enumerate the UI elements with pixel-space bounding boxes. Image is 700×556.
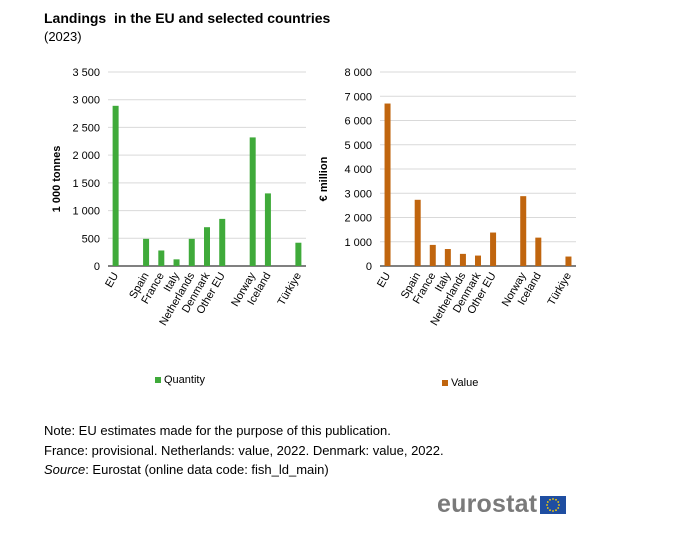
flag-star (558, 503, 561, 506)
legend-quantity-swatch (155, 377, 161, 383)
bar-france (158, 250, 165, 266)
y-axis-label: 1 000 tonnes (51, 146, 63, 213)
y-tick-label: 3 500 (72, 67, 100, 79)
bar-norway (249, 137, 256, 266)
bar-other-eu (219, 218, 226, 266)
flag-star (555, 508, 558, 511)
y-tick-label: 3 000 (72, 95, 100, 107)
legend-value: Value (442, 377, 478, 389)
y-tick-label: 1 000 (344, 237, 372, 249)
flag-star (549, 498, 552, 501)
bar-spain (414, 199, 421, 266)
legend-value-label: Value (451, 377, 479, 389)
x-tick-label: EU (375, 270, 393, 289)
logo-text: eurostat (437, 490, 538, 518)
flag-star (552, 509, 555, 512)
flag-star (547, 506, 549, 509)
note-line-1: Note: EU estimates made for the purpose … (44, 423, 391, 438)
y-tick-label: 1 000 (72, 206, 100, 218)
source-line: Source: Eurostat (online data code: fish… (44, 460, 444, 480)
flag-star (555, 498, 558, 501)
bar-other-eu (490, 232, 497, 266)
bar-t-rkiye (565, 256, 572, 266)
flag-star (552, 497, 555, 500)
bar-eu (384, 103, 391, 267)
chart-title: Landings in the EU and selected countrie… (44, 10, 331, 26)
bar-italy (173, 259, 180, 266)
y-tick-label: 3 000 (344, 188, 372, 200)
legend-quantity: Quantity (155, 374, 205, 386)
eu-flag-icon (540, 495, 567, 514)
bar-france (429, 244, 436, 266)
bar-italy (444, 249, 451, 266)
source-text: : Eurostat (online data code: fish_ld_ma… (85, 462, 329, 477)
source-label: Source (44, 462, 86, 477)
y-tick-label: 2 000 (344, 213, 372, 225)
y-tick-label: 6 000 (344, 116, 372, 128)
bar-netherlands (188, 238, 195, 266)
bar-netherlands (459, 253, 466, 266)
notes: Note: EU estimates made for the purpose … (44, 421, 444, 480)
x-tick-label: Türkiye (276, 271, 304, 308)
y-tick-label: 0 (94, 261, 100, 273)
note-line-2: France: provisional. Netherlands: value,… (44, 442, 444, 458)
flag-star (557, 500, 560, 503)
bar-spain (143, 238, 150, 266)
bar-t-rkiye (295, 242, 302, 266)
legend-quantity-label: Quantity (164, 374, 205, 386)
y-axis-label: € million (318, 156, 330, 201)
flag-star (547, 500, 549, 503)
flag-star (546, 503, 549, 506)
bar-iceland (264, 193, 271, 266)
y-tick-label: 8 000 (344, 67, 372, 79)
y-tick-label: 4 000 (344, 164, 372, 176)
charts-canvas: 0 500 1 000 1 500 2 000 2 500 3 000 3 500 1 000 … (51, 67, 576, 328)
y-tick-label: 2 000 (72, 150, 100, 162)
legend-value-swatch (442, 380, 448, 386)
bar-denmark (204, 227, 210, 266)
y-tick-label: 2 500 (72, 122, 100, 134)
bar-denmark (475, 255, 481, 266)
x-tick-label: Türkiye (546, 271, 574, 308)
eurostat-logo: eurostat (437, 490, 567, 519)
bar-iceland (535, 237, 542, 266)
y-tick-label: 5 000 (344, 140, 372, 152)
bar-norway (520, 196, 527, 266)
x-tick-label: EU (103, 270, 121, 289)
flag-star (557, 506, 560, 509)
y-tick-label: 500 (82, 233, 100, 245)
chart-subtitle: (2023) (44, 29, 82, 44)
y-tick-label: 7 000 (344, 91, 372, 103)
flag-star (549, 508, 552, 511)
y-tick-label: 1 500 (72, 178, 100, 190)
bar-eu (112, 105, 119, 266)
y-tick-label: 0 (366, 261, 372, 273)
